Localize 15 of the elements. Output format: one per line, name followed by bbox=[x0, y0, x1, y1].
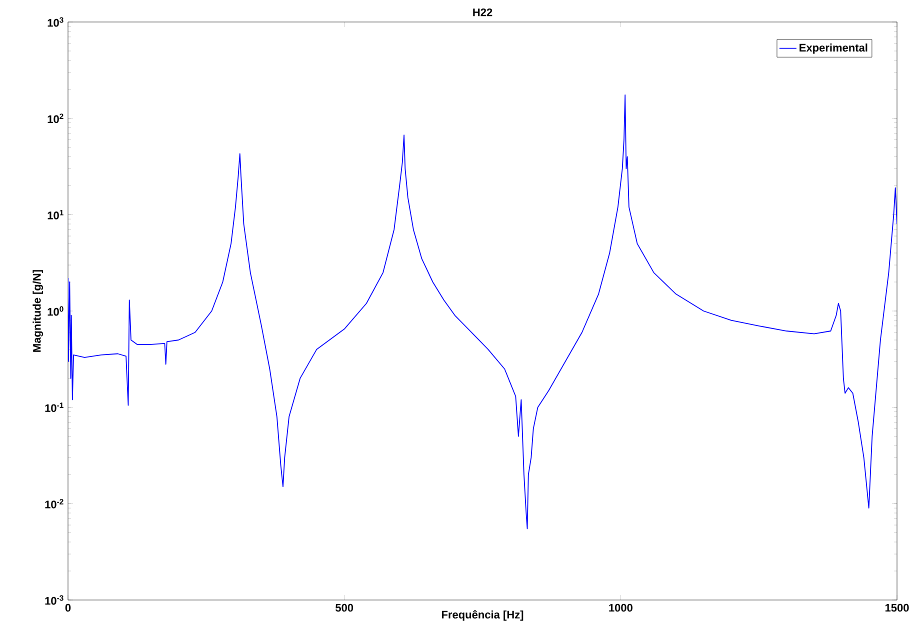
y-axis-title: Magnitude [g/N] bbox=[32, 270, 43, 352]
x-axis-title: Frequência [Hz] bbox=[442, 610, 524, 621]
y-tick-label: 10$^{-1}$ bbox=[45, 402, 64, 412]
y-tick-label: 10$^{-2}$ bbox=[45, 498, 64, 508]
x-tick-label: 1000 bbox=[609, 604, 632, 612]
x-tick-label: 1500 bbox=[885, 604, 909, 612]
y-tick-label: 10$^{3}$ bbox=[48, 17, 64, 27]
y-tick-label: 10$^{1}$ bbox=[48, 210, 64, 220]
x-tick-label: 500 bbox=[336, 604, 354, 612]
y-tick-label: 10$^{2}$ bbox=[48, 114, 64, 124]
y-tick-label: 10$^{0}$ bbox=[48, 306, 64, 316]
chart-title: H22 bbox=[473, 8, 492, 16]
x-tick-label: 0 bbox=[65, 604, 71, 612]
y-tick-label: 10$^{-3}$ bbox=[45, 595, 64, 605]
legend-label: Experimental bbox=[800, 44, 868, 54]
